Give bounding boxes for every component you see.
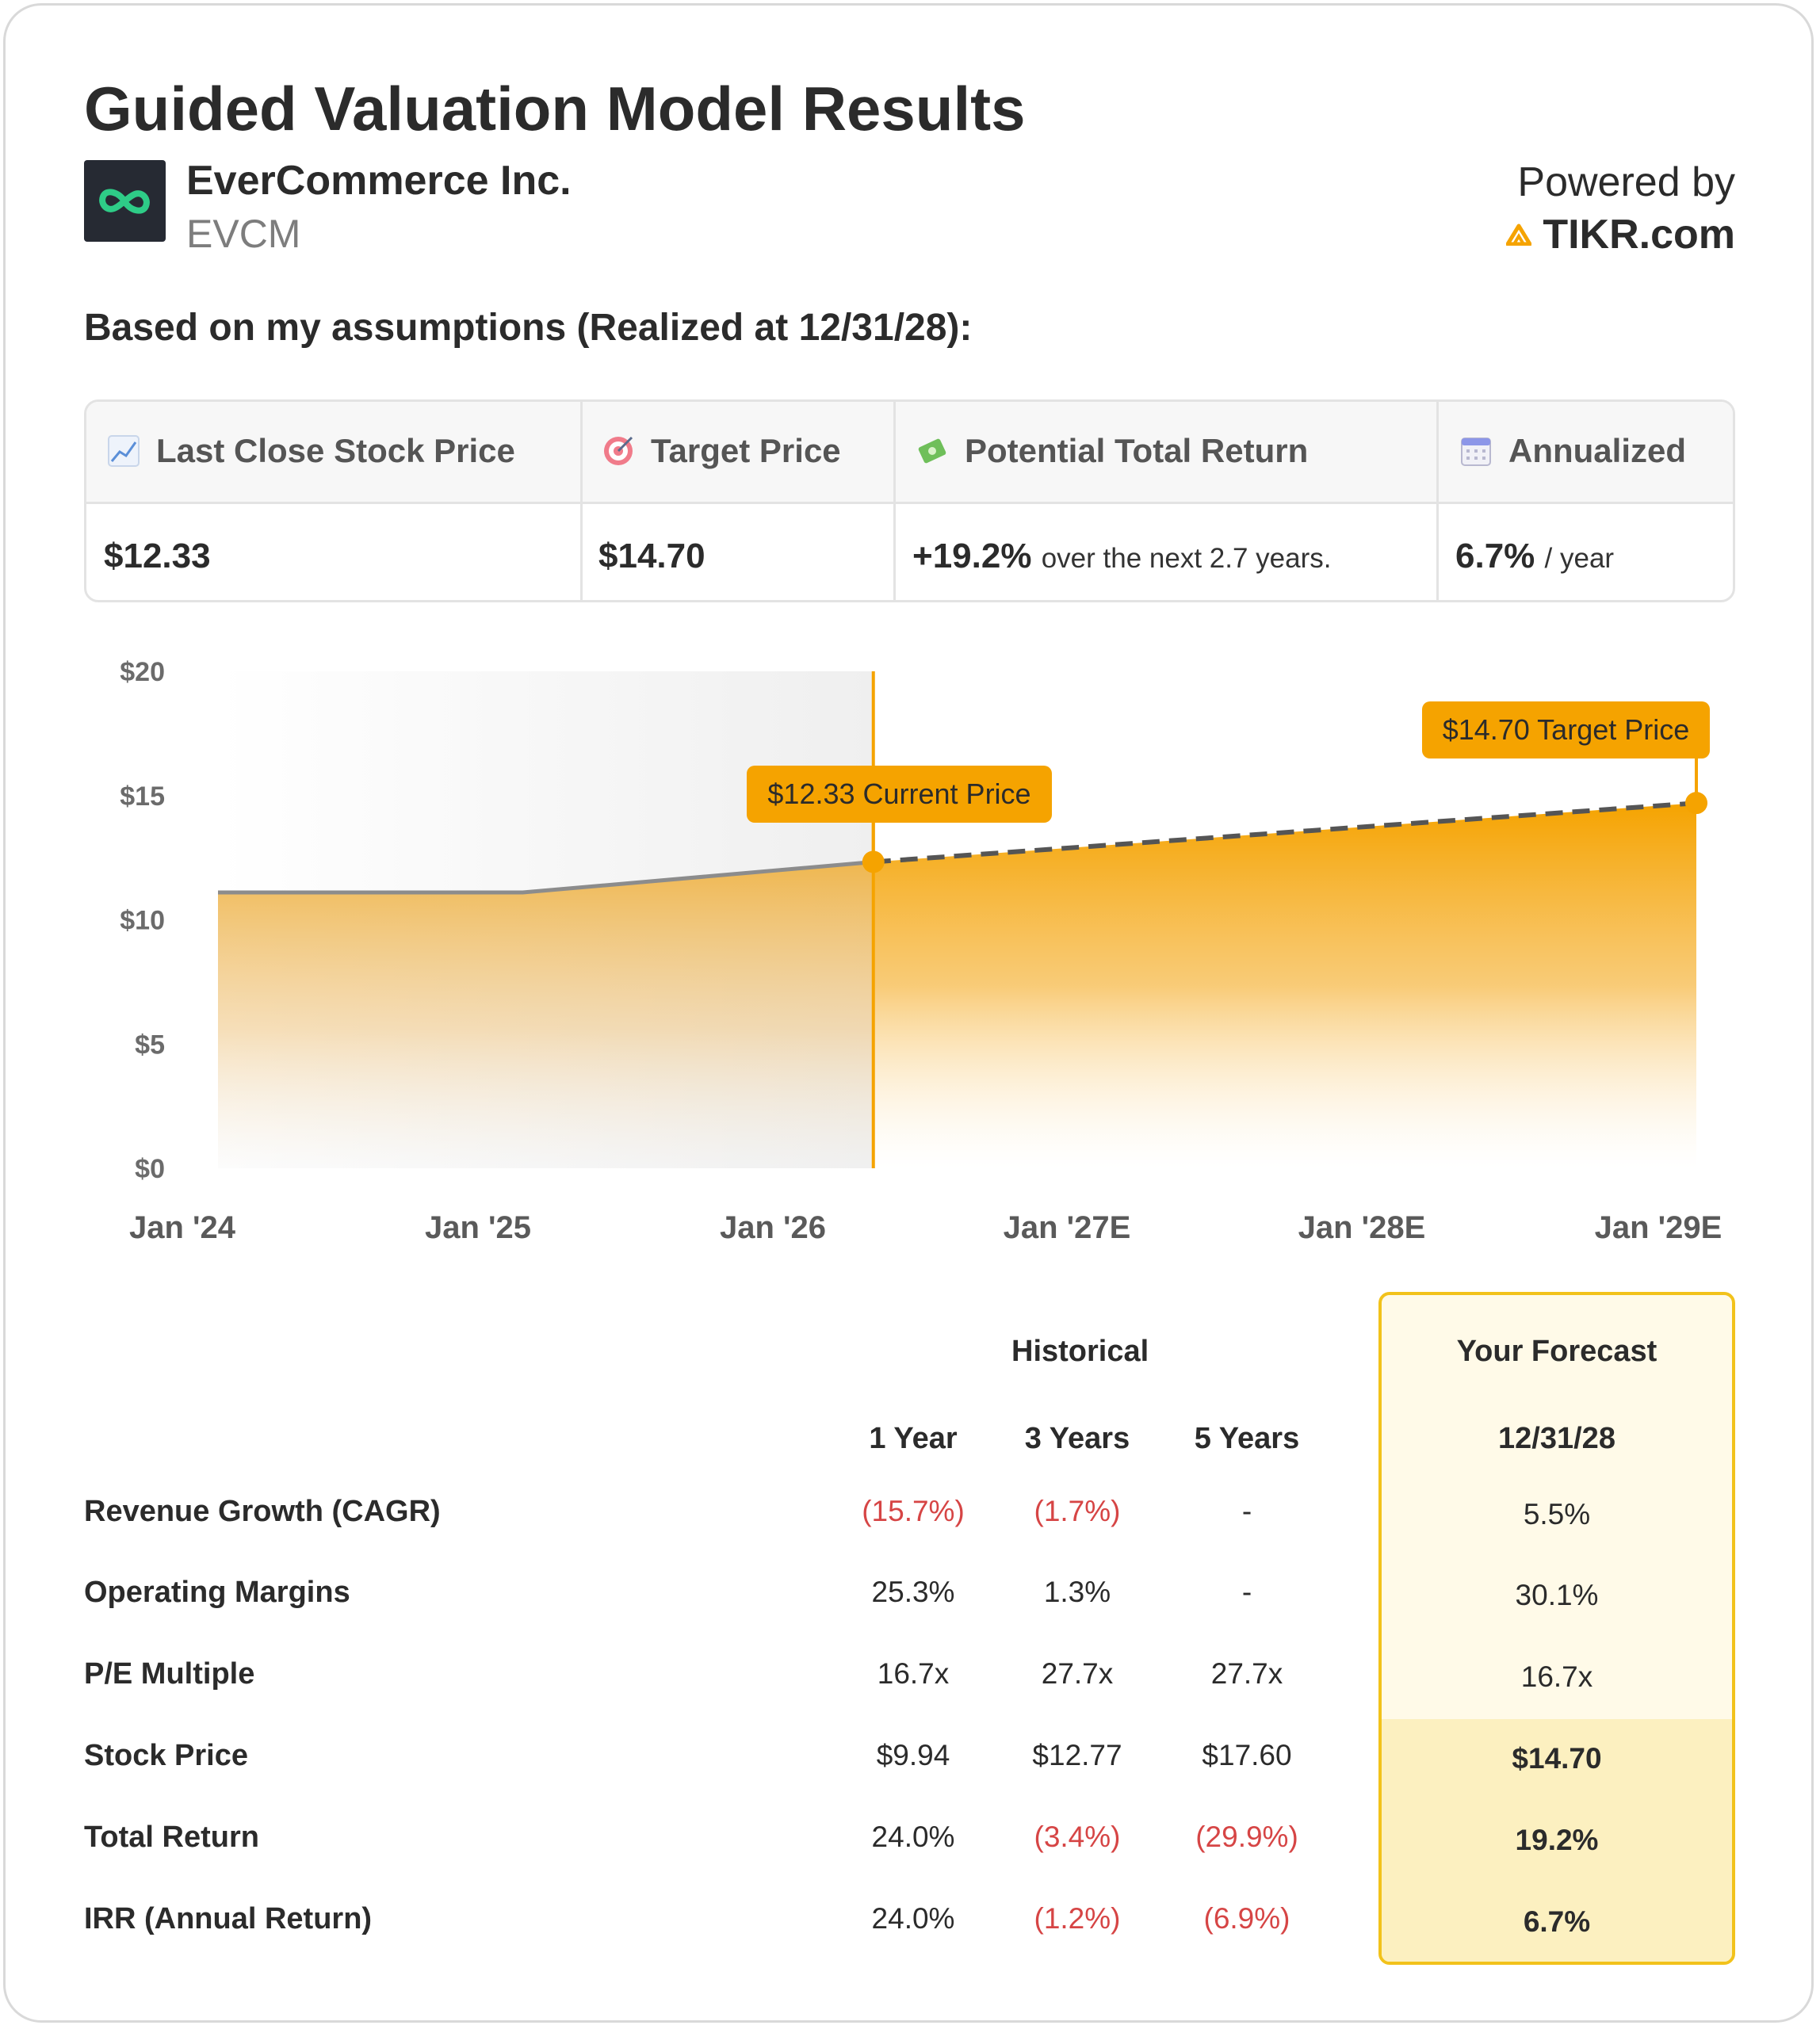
last-close-header: Last Close Stock Price	[107, 432, 515, 470]
forecast-cell: 6.7%	[1523, 1905, 1591, 1938]
historical-header: Historical	[1011, 1335, 1149, 1368]
table-cell: 24.0%	[871, 1902, 955, 1935]
x-tick-label: Jan '27E	[1004, 1210, 1131, 1245]
money-with-wings-icon	[918, 438, 946, 464]
page-title: Guided Valuation Model Results	[84, 74, 1026, 143]
forecast-price-line	[873, 801, 1697, 865]
x-tick-label: Jan '24	[129, 1210, 236, 1245]
forecast-date: 12/31/28	[1498, 1422, 1615, 1455]
table-cell: 25.3%	[871, 1576, 955, 1608]
forecast-highlight	[1382, 1719, 1732, 1962]
return-suffix: over the next 2.7 years.	[1041, 543, 1332, 574]
table-cell: (3.4%)	[1034, 1821, 1121, 1853]
calendar-icon	[1461, 438, 1491, 466]
annualized-value-wrap: 6.7% / year	[1455, 537, 1614, 576]
company-logo	[84, 160, 166, 242]
table-cell: $12.77	[1032, 1739, 1122, 1771]
y-tick-label: $20	[120, 657, 165, 687]
historical-area	[218, 862, 874, 1168]
forecast-cell: 16.7x	[1520, 1660, 1593, 1693]
table-cell: 27.7x	[1041, 1657, 1114, 1690]
annualized-suffix: / year	[1544, 543, 1615, 574]
return-header: Potential Total Return	[916, 432, 1308, 470]
target-icon	[604, 436, 633, 465]
table-cell: 27.7x	[1210, 1657, 1283, 1690]
historical-price-line	[218, 860, 874, 895]
target-price-callout	[1422, 701, 1710, 758]
annualized-label: Annualized	[1508, 432, 1687, 469]
brand-link[interactable]: TIKR.com	[1506, 211, 1735, 258]
target-price-marker	[1685, 792, 1707, 815]
table-cell: (15.7%)	[862, 1495, 965, 1527]
annualized-header: Annualized	[1459, 432, 1686, 470]
table-row-label: IRR (Annual Return)	[84, 1902, 373, 1935]
table-row-label: Stock Price	[84, 1739, 248, 1772]
column-divider	[893, 402, 896, 600]
return-label: Potential Total Return	[965, 432, 1309, 469]
y-tick-label: $0	[135, 1154, 165, 1184]
forecast-cell: 19.2%	[1515, 1824, 1599, 1856]
table-cell: 24.0%	[871, 1821, 955, 1853]
column-5-years: 5 Years	[1194, 1422, 1300, 1455]
forecast-header: Your Forecast	[1456, 1335, 1658, 1368]
target-header: Target Price	[602, 432, 841, 470]
return-value: +19.2%	[912, 537, 1032, 575]
table-cell: -	[1241, 1576, 1252, 1608]
table-cell: (29.9%)	[1195, 1821, 1298, 1853]
table-cell: (1.2%)	[1034, 1902, 1121, 1935]
target-value: $14.70	[598, 537, 705, 575]
y-tick-label: $15	[120, 781, 165, 812]
forecast-cell: $14.70	[1512, 1742, 1602, 1775]
forecast-cell: 5.5%	[1523, 1498, 1591, 1530]
column-3-years: 3 Years	[1024, 1422, 1130, 1455]
company-ticker: EVCM	[186, 212, 301, 256]
table-row-label: Total Return	[84, 1821, 259, 1854]
infinity-icon	[99, 189, 150, 214]
table-cell: (6.9%)	[1203, 1902, 1290, 1935]
table-row-label: P/E Multiple	[84, 1657, 255, 1691]
y-tick-label: $5	[135, 1030, 165, 1060]
table-cell: $9.94	[876, 1739, 950, 1771]
column-divider	[1436, 402, 1439, 600]
x-tick-label: Jan '25	[425, 1210, 531, 1245]
table-cell: 16.7x	[877, 1657, 950, 1690]
table-cell: -	[1241, 1495, 1252, 1527]
table-cell: (1.7%)	[1034, 1495, 1121, 1527]
x-tick-label: Jan '28E	[1298, 1210, 1426, 1245]
tikr-logo-icon	[1506, 224, 1532, 246]
current-price-callout	[747, 766, 1052, 823]
metrics-header-row	[86, 402, 1733, 504]
last-close-label: Last Close Stock Price	[156, 432, 515, 469]
return-value-wrap: +19.2% over the next 2.7 years.	[912, 537, 1331, 576]
table-row-label: Revenue Growth (CAGR)	[84, 1495, 441, 1528]
powered-by-label: Powered by	[1517, 159, 1735, 205]
brand-name: TIKR.com	[1543, 212, 1735, 258]
last-close-value: $12.33	[104, 537, 211, 575]
forecast-column: Your Forecast 12/31/28	[1378, 1292, 1735, 1965]
column-1-year: 1 Year	[869, 1422, 958, 1455]
assumptions-heading: Based on my assumptions (Realized at 12/…	[84, 307, 973, 349]
chart-increasing-icon	[108, 435, 140, 467]
table-cell: $17.60	[1202, 1739, 1292, 1771]
current-price-marker	[862, 850, 885, 873]
company-name: EverCommerce Inc.	[186, 158, 572, 204]
table-cell: 1.3%	[1043, 1576, 1111, 1608]
target-price-callout-label: $14.70 Target Price	[1443, 713, 1690, 746]
x-tick-label: Jan '26	[720, 1210, 826, 1245]
y-tick-label: $10	[120, 906, 165, 936]
x-tick-label: Jan '29E	[1595, 1210, 1722, 1245]
forecast-cell: 30.1%	[1515, 1579, 1599, 1611]
current-price-callout-label: $12.33 Current Price	[767, 778, 1030, 810]
table-row-label: Operating Margins	[84, 1576, 350, 1609]
target-label: Target Price	[651, 432, 841, 469]
metrics-summary: Last Close Stock Price Target Price Pote…	[84, 399, 1735, 602]
price-chart: $0 $5 $10 $15 $20 Jan '24 Jan '25 Jan '26 Jan '…	[120, 657, 1722, 1245]
column-divider	[580, 402, 583, 600]
forecast-area	[873, 803, 1696, 1168]
annualized-value: 6.7%	[1455, 537, 1535, 575]
